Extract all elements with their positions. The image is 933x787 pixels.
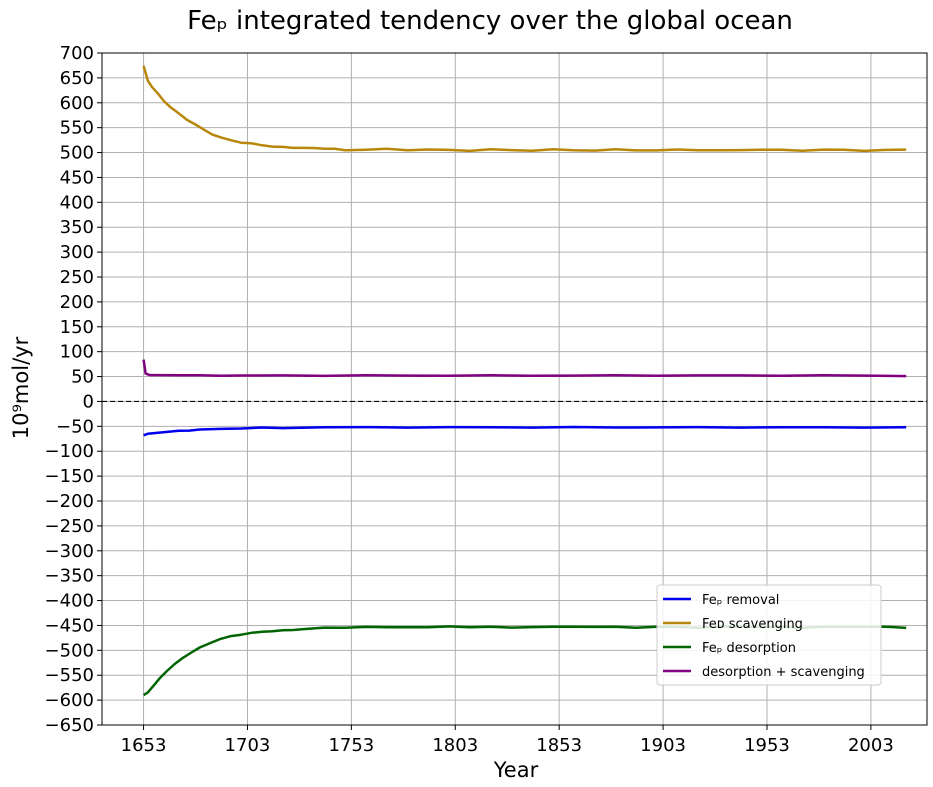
series-line-3: [142, 359, 907, 378]
y-tick-label: 700: [60, 43, 94, 64]
y-axis-label: 10⁹mol/yr: [9, 336, 33, 439]
y-tick-label: 550: [60, 118, 94, 139]
y-tick-label: 150: [60, 317, 94, 338]
y-tick-label: −450: [45, 615, 94, 636]
y-tick-label: 0: [83, 391, 94, 412]
grid: [102, 52, 927, 726]
y-tick-label: 350: [60, 217, 94, 238]
x-tick-label: 1903: [640, 735, 686, 756]
legend: Feₚ removal Feᴅ scavenging Feₚ desorption d…: [656, 584, 882, 686]
y-tick-label: 50: [71, 367, 94, 388]
y-tick-label: −600: [45, 690, 94, 711]
y-tick-label: 500: [60, 143, 94, 164]
x-tick-label: 1703: [225, 735, 271, 756]
series-line-1: [142, 65, 907, 153]
legend-label: Feₚ removal: [702, 593, 779, 608]
plot-frame: [101, 52, 928, 726]
y-tick-label: 200: [60, 292, 94, 313]
legend-label: desorption + scavenging: [702, 665, 865, 680]
x-ticks: 1653 1703 1753 1803 1853 1903 1953 2003: [121, 725, 894, 756]
x-tick-label: 1753: [328, 735, 374, 756]
y-tick-label: 100: [60, 342, 94, 363]
x-tick-label: 1853: [536, 735, 582, 756]
y-tick-label: 600: [60, 93, 94, 114]
y-tick-label: −550: [45, 665, 94, 686]
x-tick-label: 1653: [121, 735, 167, 756]
y-tick-label: −150: [45, 466, 94, 487]
y-tick-label: −300: [45, 541, 94, 562]
x-tick-label: 1953: [744, 735, 790, 756]
y-tick-label: 450: [60, 167, 94, 188]
y-tick-label: −350: [45, 566, 94, 587]
y-tick-label: 400: [60, 192, 94, 213]
legend-label: Feᴅ scavenging: [702, 617, 803, 632]
y-ticks: 7006506005505004504003503002502001501005…: [45, 43, 102, 736]
y-tick-label: −650: [45, 715, 94, 736]
x-axis-label: Year: [493, 758, 539, 782]
y-tick-label: −500: [45, 640, 94, 661]
y-tick-label: 250: [60, 267, 94, 288]
y-tick-label: −250: [45, 516, 94, 537]
y-tick-label: 300: [60, 242, 94, 263]
y-tick-label: −200: [45, 491, 94, 512]
series-line-0: [143, 425, 907, 437]
legend-label: Feₚ desorption: [702, 641, 796, 656]
y-tick-label: −50: [56, 416, 94, 437]
y-tick-label: −100: [45, 441, 94, 462]
legend-box: [656, 584, 882, 686]
x-tick-label: 1803: [432, 735, 478, 756]
x-tick-label: 2003: [848, 735, 894, 756]
y-tick-label: 650: [60, 68, 94, 89]
y-tick-label: −400: [45, 591, 94, 612]
chart-title: Feₚ integrated tendency over the global …: [187, 6, 793, 36]
